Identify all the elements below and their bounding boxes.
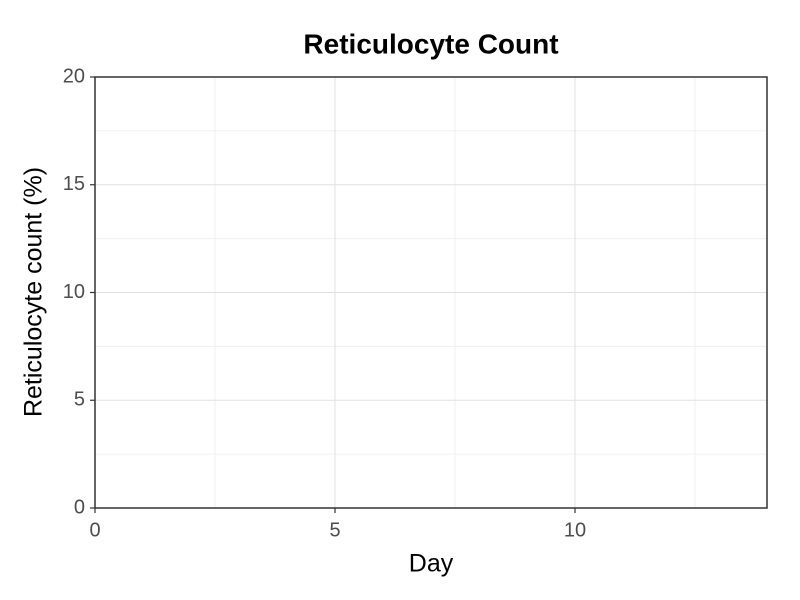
x-axis-title: Day: [409, 550, 454, 578]
x-tick-label: 10: [564, 519, 586, 541]
y-tick-label: 0: [74, 496, 85, 518]
x-tick-label: 5: [329, 519, 340, 541]
y-tick-label: 5: [74, 389, 85, 411]
y-axis-title: Reticulocyte count (%): [20, 167, 48, 417]
y-tick-label: 15: [63, 173, 85, 195]
y-tick-label: 20: [63, 65, 85, 87]
chart-title: Reticulocyte Count: [303, 28, 558, 59]
x-tick-label: 0: [89, 519, 100, 541]
panel-border: [94, 76, 768, 509]
y-tick-label: 10: [63, 281, 85, 303]
